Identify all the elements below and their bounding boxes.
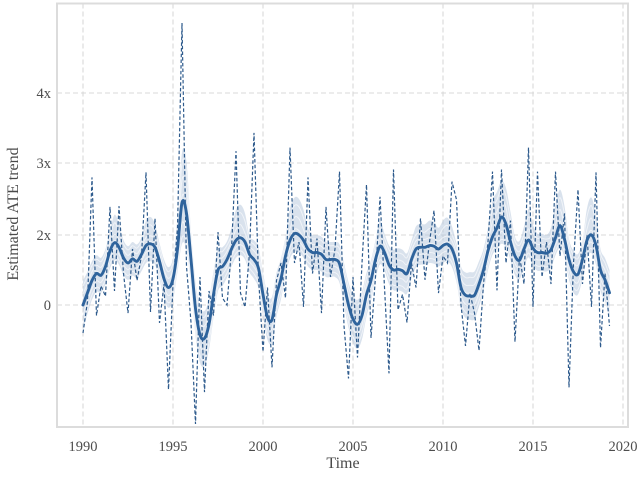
estimate-line [82, 22, 611, 425]
bootstrap-line [82, 175, 610, 328]
y-tick-4x: 4x [37, 86, 52, 102]
y-tick-labels: 0 2x 3x 4x [37, 86, 52, 314]
x-tick-2020: 2020 [609, 439, 638, 455]
y-axis-title: Estimated ATE trend [5, 147, 22, 281]
trend-line [81, 199, 611, 341]
bootstrap-line [82, 221, 610, 351]
y-tick-2x: 2x [37, 228, 52, 244]
y-tick-3x: 3x [37, 156, 52, 172]
x-tick-1990: 1990 [69, 439, 98, 455]
x-tick-2015: 2015 [519, 439, 548, 455]
x-tick-2010: 2010 [429, 439, 458, 455]
x-tick-2005: 2005 [339, 439, 368, 455]
x-tick-labels: 1990 1995 2000 2005 2010 2015 2020 [69, 439, 638, 455]
x-tick-1995: 1995 [159, 439, 188, 455]
x-axis-title: Time [326, 455, 360, 472]
plot-border [56, 2, 629, 428]
x-tick-2000: 2000 [249, 439, 278, 455]
bootstrap-line [82, 158, 610, 319]
gridlines [57, 3, 628, 427]
y-tick-0: 0 [44, 298, 51, 314]
